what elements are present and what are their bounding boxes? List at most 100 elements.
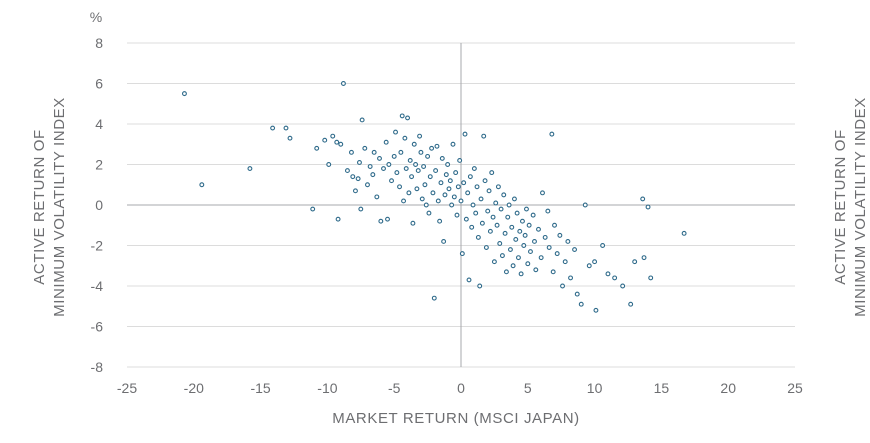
scatter-point	[441, 239, 447, 244]
scatter-point	[357, 160, 362, 165]
scatter-point	[247, 166, 253, 172]
scatter-point	[507, 247, 513, 253]
scatter-point	[491, 259, 497, 265]
scatter-point	[552, 222, 557, 228]
scatter-point	[506, 202, 512, 208]
scatter-point	[421, 164, 427, 169]
scatter-point	[393, 129, 398, 135]
x-tick-label: 10	[587, 380, 603, 396]
x-tick-label: 20	[720, 380, 736, 396]
scatter-point	[397, 184, 402, 190]
y-axis-title-right-line1: ACTIVE RETURN OF	[832, 129, 849, 284]
scatter-point	[344, 168, 350, 174]
scatter-point	[453, 170, 459, 176]
scatter-point	[457, 158, 463, 163]
scatter-point	[426, 210, 432, 216]
scatter-point	[526, 222, 532, 228]
scatter-point	[483, 245, 489, 250]
scatter-point	[471, 166, 477, 172]
scatter-point	[466, 277, 472, 283]
scatter-point	[498, 206, 504, 212]
scatter-point	[645, 204, 651, 210]
scatter-point	[383, 139, 389, 145]
x-tick-label: 25	[787, 380, 803, 396]
scatter-point	[405, 115, 411, 121]
scatter-point	[545, 208, 551, 214]
scatter-point	[510, 263, 516, 269]
scatter-point	[572, 247, 578, 253]
y-tick-label: -2	[91, 238, 104, 254]
y-tick-label: 0	[95, 197, 103, 213]
scatter-point	[429, 145, 435, 151]
scatter-point	[509, 224, 515, 230]
scatter-point	[350, 174, 356, 180]
scatter-point	[532, 239, 537, 244]
scatter-point	[407, 158, 413, 163]
scatter-point	[489, 170, 495, 176]
scatter-point	[524, 206, 529, 212]
scatter-point	[485, 208, 491, 214]
scatter-point	[546, 245, 552, 250]
data-points	[181, 81, 687, 313]
scatter-point	[446, 186, 452, 192]
scatter-point	[521, 243, 527, 248]
y-tick-label: 8	[95, 35, 103, 51]
scatter-point	[612, 275, 618, 281]
scatter-point	[338, 141, 344, 147]
scatter-point	[367, 164, 373, 169]
scatter-point	[586, 263, 592, 269]
scatter-point	[371, 149, 377, 155]
scatter-point	[415, 168, 421, 174]
scatter-point	[517, 228, 523, 234]
x-tick-label: 5	[524, 380, 532, 396]
x-tick-label: -25	[117, 380, 137, 396]
scatter-point	[481, 133, 487, 139]
x-tick-label: 15	[654, 380, 670, 396]
scatter-point	[499, 253, 505, 259]
scatter-point	[365, 182, 370, 188]
scatter-point	[520, 218, 525, 224]
scatter-point	[445, 162, 451, 167]
scatter-point	[326, 162, 332, 167]
scatter-point	[378, 218, 384, 224]
scatter-point	[515, 255, 521, 261]
scatter-point	[540, 190, 545, 196]
scatter-point	[533, 267, 539, 273]
scatter-point	[455, 184, 461, 190]
x-tick-labels: -25 -20 -15 -10 -5 0 5 10 15 20 25	[117, 380, 803, 396]
scatter-point	[427, 174, 433, 180]
scatter-point	[648, 275, 654, 281]
scatter-point	[536, 226, 541, 232]
scatter-point	[330, 133, 336, 139]
scatter-point	[632, 259, 638, 265]
scatter-point	[560, 283, 565, 289]
scatter-point	[475, 234, 481, 240]
scatter-point	[461, 180, 467, 186]
scatter-point	[425, 153, 431, 159]
scatter-point	[514, 210, 520, 216]
x-tick-label: 0	[457, 380, 465, 396]
scatter-point	[493, 200, 499, 206]
scatter-point	[410, 220, 416, 226]
scatter-point	[391, 153, 397, 159]
scatter-point	[406, 190, 412, 196]
y-tick-label: -6	[91, 319, 104, 335]
y-tick-label: 2	[95, 157, 103, 173]
x-tick-label: -10	[317, 380, 337, 396]
scatter-point	[310, 206, 316, 212]
scatter-point	[423, 202, 429, 208]
scatter-point	[353, 188, 358, 194]
y-axis-title-left: ACTIVE RETURN OF MINIMUM VOLATILITY INDE…	[31, 97, 68, 317]
scatter-point	[181, 91, 187, 97]
scatter-point	[511, 196, 517, 202]
scatter-point	[270, 125, 276, 131]
scatter-point	[431, 295, 437, 301]
scatter-point	[394, 170, 400, 176]
x-axis-title: MARKET RETURN (MSCI JAPAN)	[332, 410, 580, 427]
scatter-point	[401, 198, 407, 204]
y-axis-title-right: ACTIVE RETURN OF MINIMUM VOLATILITY INDE…	[832, 97, 869, 317]
scatter-point	[490, 214, 496, 220]
scatter-point	[482, 178, 488, 184]
scatter-point	[470, 202, 476, 208]
scatter-point	[362, 145, 368, 151]
